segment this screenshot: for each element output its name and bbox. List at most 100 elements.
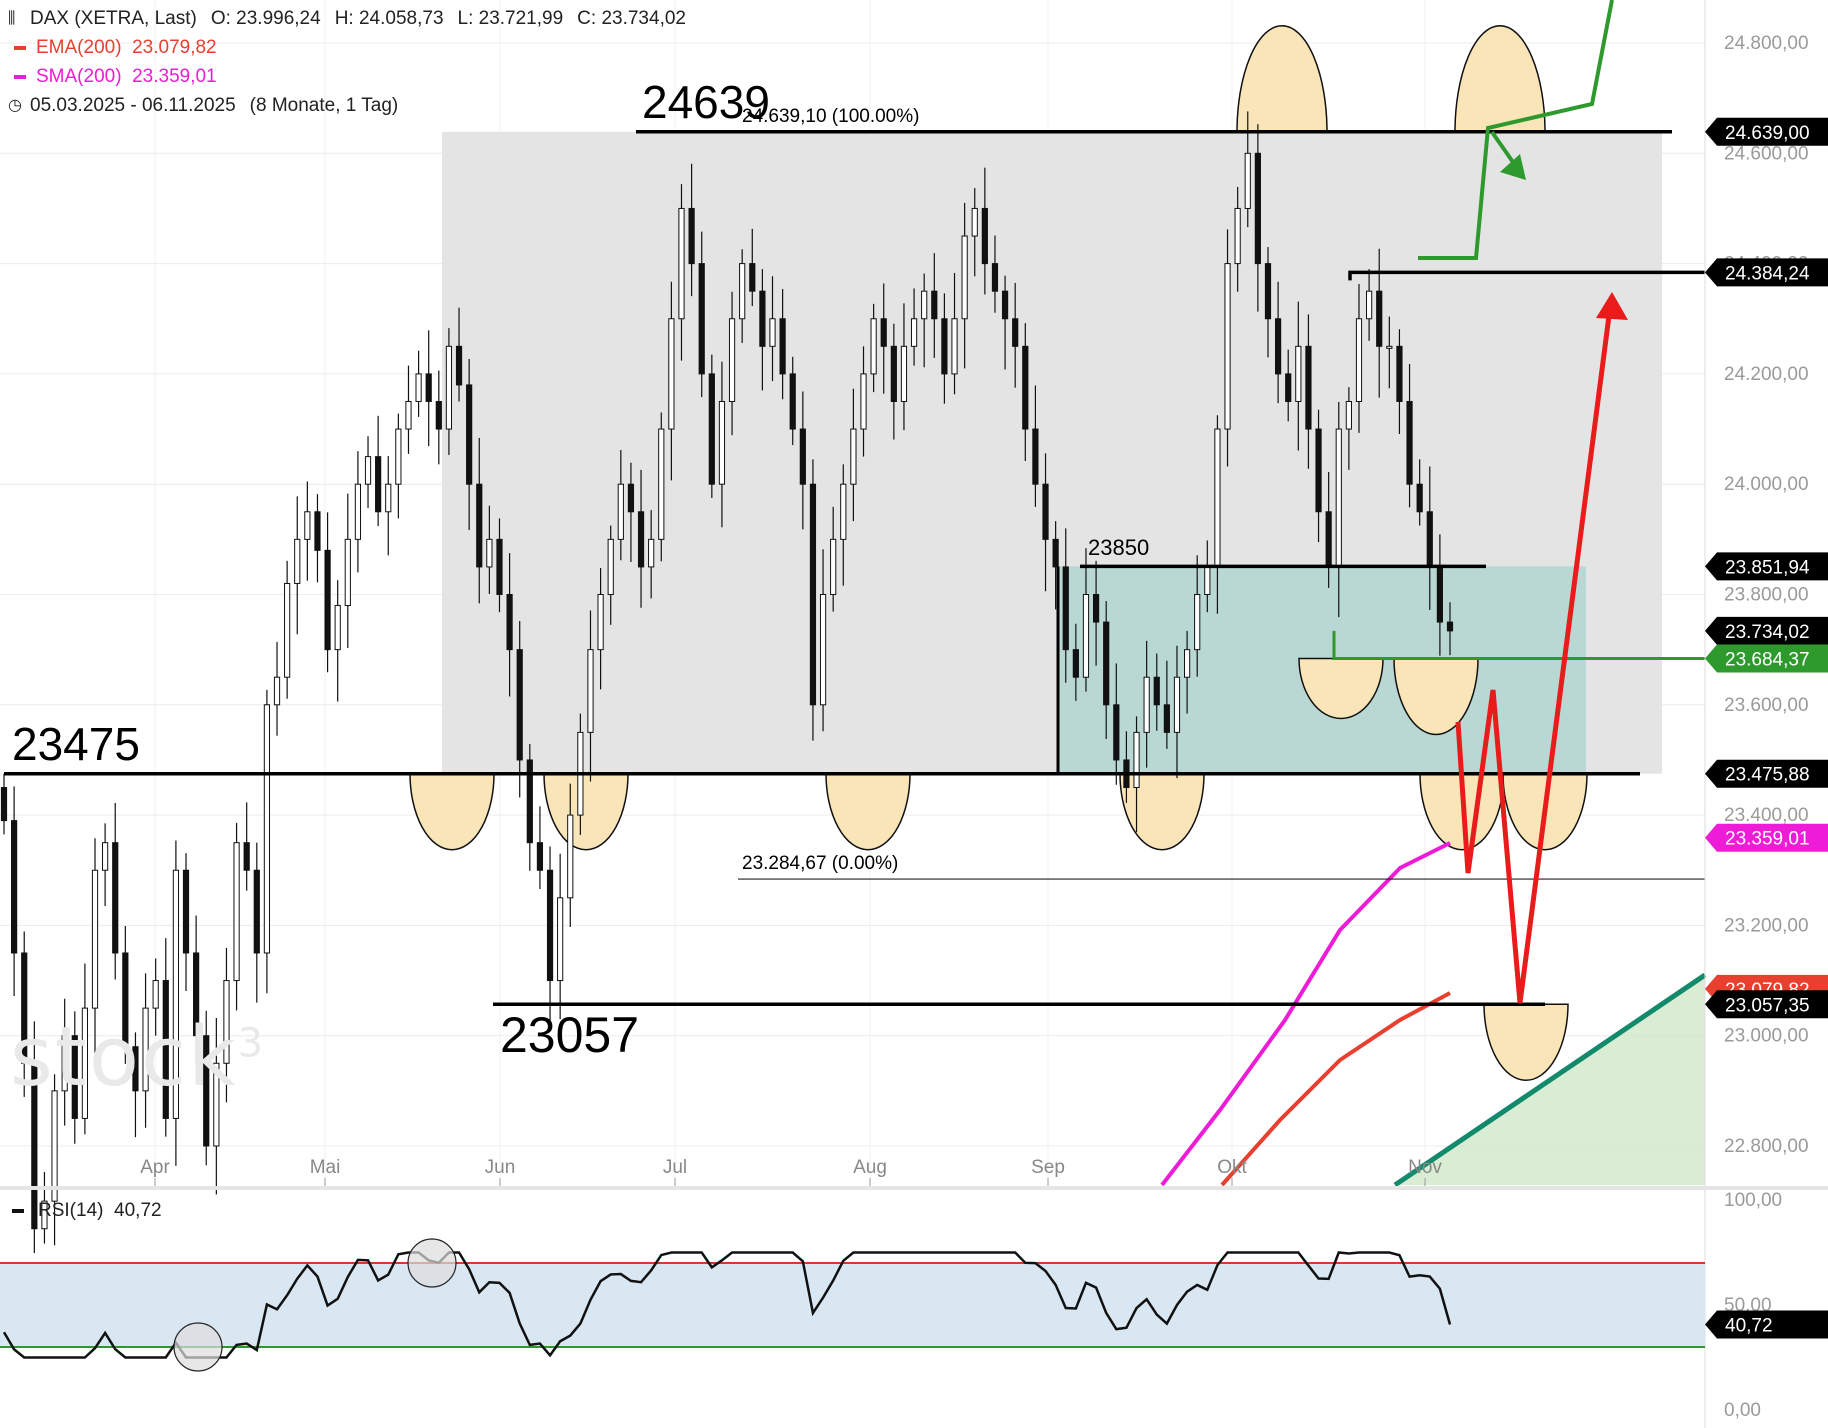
support-ellipse bbox=[409, 772, 495, 851]
price-badge bbox=[1705, 117, 1828, 146]
price-badge-label: 24.639,00 bbox=[1725, 123, 1810, 144]
candle-body bbox=[1254, 152, 1261, 265]
candle-body bbox=[354, 483, 362, 540]
candle-body bbox=[132, 1046, 139, 1092]
candle-body bbox=[546, 869, 554, 982]
candle-body bbox=[1376, 290, 1383, 347]
candle-body bbox=[425, 373, 432, 402]
candle-body bbox=[324, 549, 331, 651]
candle-body bbox=[1366, 290, 1373, 320]
candle-body bbox=[182, 869, 190, 954]
x-tick-label: Jun bbox=[485, 1157, 516, 1178]
legend-ohlc-row: ⫼ DAX (XETRA, Last) O: 23.996,24 H: 24.0… bbox=[8, 4, 686, 33]
candle-body bbox=[506, 594, 513, 651]
candle-body bbox=[627, 483, 635, 513]
candle-body bbox=[233, 842, 240, 982]
candle-body bbox=[21, 952, 28, 1064]
price-badge bbox=[1705, 616, 1828, 645]
rsi-value: 40,72 bbox=[114, 1200, 162, 1221]
x-tick-label: Aug bbox=[853, 1157, 887, 1178]
candle-body bbox=[193, 952, 200, 1037]
support-ellipse bbox=[1483, 1003, 1569, 1081]
candle-body bbox=[445, 345, 453, 430]
price-badge bbox=[1705, 644, 1828, 673]
label-23850: 23850 bbox=[1088, 535, 1149, 560]
legend-sma-row[interactable]: SMA(200) 23.359,01 bbox=[8, 62, 686, 91]
candle-body bbox=[1163, 704, 1170, 733]
candle-body bbox=[263, 704, 271, 954]
sma-label: SMA(200) bbox=[36, 66, 122, 87]
candle-body bbox=[708, 373, 715, 485]
sma-value: 23.359,01 bbox=[132, 66, 217, 87]
candle-body bbox=[1022, 345, 1029, 430]
candle-body bbox=[1386, 345, 1393, 349]
candle-body bbox=[981, 207, 988, 265]
candle-body bbox=[375, 456, 382, 513]
watermark-logo: stock3 bbox=[10, 1010, 266, 1105]
y-tick-label: 23.600,00 bbox=[1724, 695, 1809, 716]
candle-body bbox=[91, 869, 99, 1009]
y-tick-label: 23.400,00 bbox=[1724, 805, 1809, 826]
candle-body bbox=[617, 483, 624, 540]
y-tick-label: 23.000,00 bbox=[1724, 1026, 1809, 1047]
x-tick-label: Okt bbox=[1217, 1157, 1247, 1178]
candle-body bbox=[81, 1007, 88, 1119]
high-value: H: 24.058,73 bbox=[334, 8, 444, 29]
label-24639: 24639 bbox=[642, 76, 770, 128]
candle-body bbox=[1082, 594, 1090, 678]
candle-body bbox=[728, 318, 736, 402]
candlestick-icon[interactable]: ⫼ bbox=[8, 10, 16, 27]
price-badge-label: 23.475,88 bbox=[1725, 765, 1810, 786]
rsi-oversold-marker bbox=[173, 1322, 223, 1372]
legend-range-row: ◷ 05.03.2025 - 06.11.2025 (8 Monate, 1 T… bbox=[8, 91, 686, 120]
candle-body bbox=[759, 290, 766, 347]
candle-body bbox=[991, 263, 999, 292]
price-badge-label: 23.057,35 bbox=[1725, 995, 1810, 1016]
close-value: C: 23.734,02 bbox=[577, 8, 686, 29]
candle-body bbox=[536, 842, 544, 871]
date-range: 05.03.2025 - 06.11.2025 bbox=[30, 95, 236, 116]
candle-body bbox=[910, 318, 918, 347]
candle-body bbox=[1153, 676, 1160, 706]
rsi-swatch bbox=[12, 1209, 24, 1213]
label-fib-100: 24.639,10 (100.00%) bbox=[742, 106, 919, 127]
price-badge bbox=[1705, 823, 1828, 852]
candle-body bbox=[668, 318, 675, 430]
candle-body bbox=[1143, 676, 1150, 733]
candle-body bbox=[971, 207, 978, 237]
rsi-badge-label: 40,72 bbox=[1725, 1315, 1773, 1336]
price-badge bbox=[1705, 759, 1828, 788]
candle-body bbox=[1355, 318, 1363, 402]
candle-body bbox=[0, 787, 8, 822]
rsi-band bbox=[0, 1263, 1705, 1347]
price-badge-label: 24.384,24 bbox=[1725, 263, 1810, 284]
candle-body bbox=[466, 384, 473, 485]
candle-body bbox=[294, 538, 301, 584]
candle-body bbox=[213, 1062, 220, 1147]
candle-body bbox=[557, 897, 564, 982]
legend-ema-row[interactable]: EMA(200) 23.079,82 bbox=[8, 33, 686, 62]
candle-body bbox=[223, 980, 230, 1064]
candle-body bbox=[779, 318, 786, 375]
candle-body bbox=[587, 649, 594, 733]
price-axis[interactable]: 22.800,00 23.000,00 23.200,00 23.400,00 23.6… bbox=[140, 0, 1828, 1428]
candle-body bbox=[880, 318, 887, 347]
candle-body bbox=[1335, 428, 1342, 568]
trend-line bbox=[1393, 972, 1707, 1188]
green-path bbox=[1418, 0, 1614, 260]
red-path bbox=[1455, 307, 1613, 1004]
low-value: L: 23.721,99 bbox=[457, 8, 564, 29]
candle-body bbox=[840, 483, 847, 540]
chart-legend: ⫼ DAX (XETRA, Last) O: 23.996,24 H: 24.0… bbox=[8, 4, 686, 120]
candle-body bbox=[860, 373, 867, 430]
level-24384-line bbox=[1348, 270, 1705, 281]
candle-body bbox=[597, 594, 604, 651]
candle-body bbox=[284, 582, 291, 678]
ema-swatch bbox=[14, 45, 26, 50]
x-tick-label: Apr bbox=[140, 1157, 170, 1178]
red-arrow-head bbox=[1596, 292, 1628, 320]
moving-averages bbox=[1160, 841, 1451, 1187]
candle-body bbox=[526, 759, 533, 844]
price-badge-label: 23.851,94 bbox=[1725, 557, 1810, 578]
